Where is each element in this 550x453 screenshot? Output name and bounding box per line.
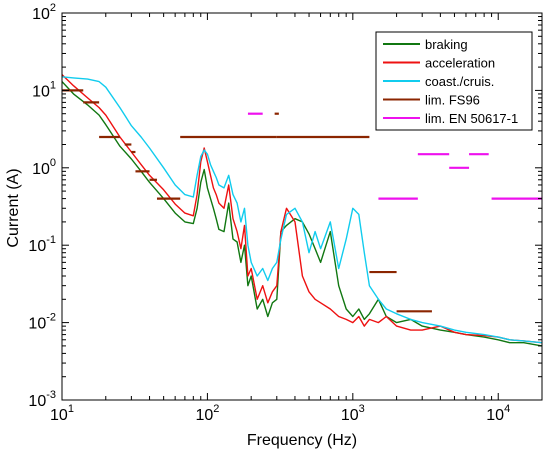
legend-label-3: lim. FS96 [425,93,480,108]
series-line-2 [62,76,542,344]
y-tick-label: 100 [32,157,56,178]
y-tick-label: 10-2 [28,312,56,333]
y-tick-label: 101 [32,79,56,100]
x-tick-label: 104 [486,403,510,424]
y-tick-label: 10-3 [28,389,56,410]
legend-label-4: lim. EN 50617-1 [425,111,518,126]
x-tick-label: 101 [50,403,74,424]
x-axis-label: Frequency (Hz) [247,432,357,449]
legend: braking acceleration coast./cruis. lim. FS9… [375,31,533,131]
y-tick-label: 102 [32,2,56,23]
y-axis-label: Current (A) [5,168,22,247]
legend-label-2: coast./cruis. [425,74,494,89]
series-line-1 [62,74,542,344]
x-tick-label: 103 [341,403,365,424]
y-tick-label: 10-1 [28,234,56,255]
plot-frame [61,12,543,401]
x-tick-label: 102 [195,403,219,424]
tick-layer: 101 102 103 104 10-3 10-2 10-1 100 101 102 [28,2,543,424]
series-line-0 [62,81,542,347]
legend-label-0: braking [425,37,468,52]
limit-layer [62,89,542,313]
series-layer [62,74,542,347]
legend-label-1: acceleration [425,56,495,71]
